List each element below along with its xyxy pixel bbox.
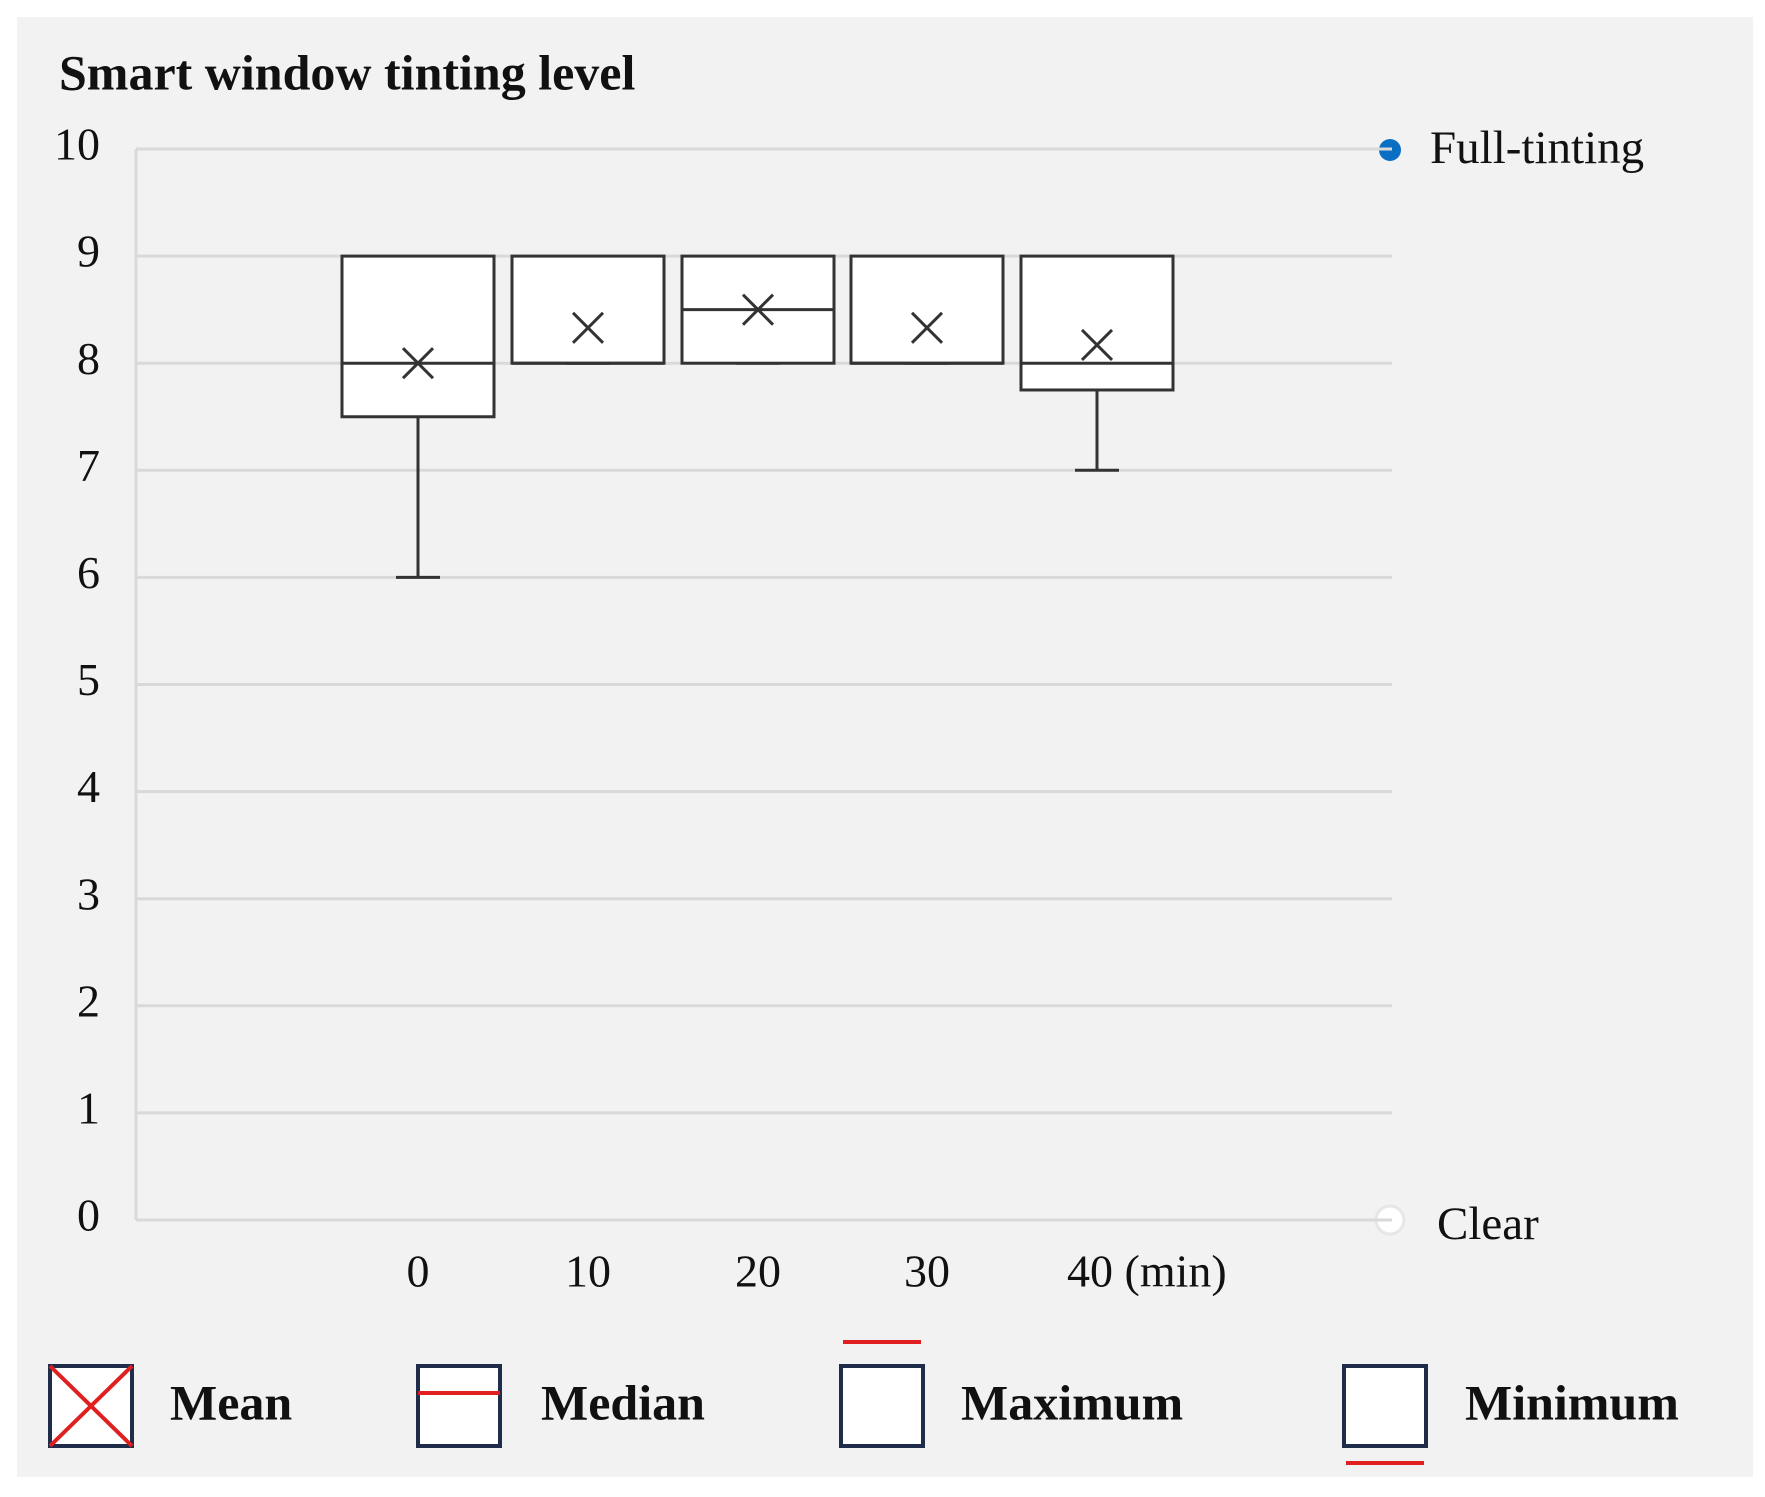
- x-tick-label: 10: [565, 1246, 611, 1297]
- annotation: Clear: [1437, 1198, 1539, 1250]
- mean-marker: [571, 311, 605, 344]
- legend-mean-cross: [48, 1364, 134, 1448]
- y-tick-label: 5: [77, 654, 100, 705]
- y-tick-label: 0: [77, 1190, 100, 1241]
- y-tick-label: 9: [77, 226, 100, 277]
- x-tick-label: 30: [904, 1246, 950, 1297]
- chart-background: [17, 17, 1753, 1477]
- annotation: Full-tinting: [1430, 122, 1644, 174]
- legend-minimum-icon: [1342, 1364, 1428, 1448]
- mean-marker: [741, 293, 775, 326]
- y-tick-label: 8: [77, 333, 100, 384]
- y-tick-label: 4: [77, 761, 100, 812]
- box: [849, 254, 1005, 365]
- legend-maximum-icon: [839, 1364, 925, 1448]
- mean-marker: [1080, 328, 1114, 362]
- box: [1019, 254, 1175, 392]
- legend-label: Mean: [170, 1374, 292, 1430]
- legend-label: Median: [541, 1374, 705, 1430]
- y-tick-label: 2: [77, 975, 100, 1026]
- y-tick-label: 3: [77, 868, 100, 919]
- x-tick-label: 40 (min): [1067, 1246, 1227, 1297]
- legend-label: Maximum: [961, 1374, 1183, 1430]
- chart-title: Smart window tinting level: [59, 44, 636, 100]
- y-tick-label: 1: [77, 1082, 100, 1133]
- mean-marker: [401, 347, 435, 380]
- x-tick-label: 20: [735, 1246, 781, 1297]
- box: [510, 254, 666, 365]
- y-tick-label: 7: [77, 440, 100, 491]
- mean-marker: [910, 311, 944, 344]
- y-tick-label: 6: [77, 547, 100, 598]
- legend-label: Minimum: [1465, 1374, 1679, 1430]
- box: [340, 254, 496, 419]
- x-tick-label: 0: [407, 1246, 430, 1297]
- legend: Mean Median Maximum Minimum: [48, 1340, 1679, 1465]
- y-tick-label: 10: [54, 119, 100, 170]
- legend-median-icon: [416, 1364, 502, 1448]
